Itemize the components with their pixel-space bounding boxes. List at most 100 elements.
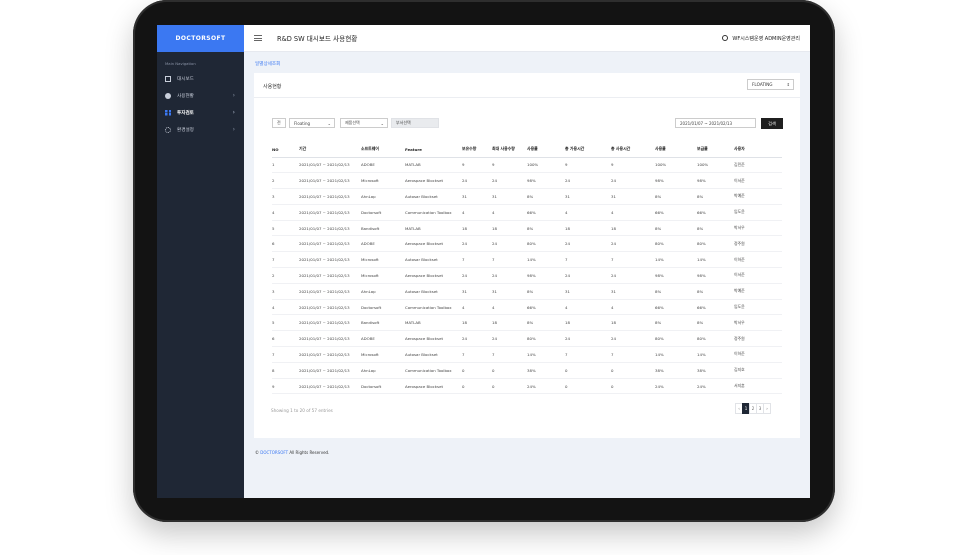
menu-icon[interactable] (254, 35, 262, 41)
column-header[interactable]: 보유수량 (462, 142, 492, 158)
table-row[interactable]: 6 2021/01/07 ~ 2021/02/13 ADOBE Aerospace B… (272, 235, 782, 253)
table-cell: 7 (462, 251, 492, 269)
mode-select[interactable]: FLOATING ⇕ (747, 79, 794, 90)
next-page-button[interactable]: › (763, 403, 771, 414)
table-cell: 이하준 (734, 251, 782, 269)
table-row[interactable]: 2 2021/01/07 ~ 2021/02/13 Microsoft Aerospa… (272, 267, 782, 284)
column-header[interactable]: Feature (405, 142, 462, 158)
table-cell: 31 (492, 188, 527, 205)
sidebar-item-settings[interactable]: 환경설정 › (157, 121, 244, 138)
column-header[interactable]: 사용자 (734, 142, 782, 158)
table-cell: AhnLap (361, 283, 405, 300)
table-cell: 66% (527, 299, 565, 316)
filter-scope-value: 전 (277, 120, 281, 125)
table-row[interactable]: 2 2021/01/07 ~ 2021/02/13 Microsoft Aerospa… (272, 172, 782, 190)
table-cell: 24 (611, 330, 655, 348)
table-cell: MATLAB (405, 314, 462, 332)
table-cell: 2 (272, 267, 299, 284)
product-select-value: 제품선택 (345, 120, 360, 125)
table-cell: 임도윤 (734, 299, 782, 316)
column-header[interactable]: NO (272, 142, 299, 158)
column-header[interactable]: 소프트웨어 (361, 142, 405, 158)
table-row[interactable]: 5 2021/01/07 ~ 2021/02/13 Bandisoft MATLAB 1… (272, 314, 782, 332)
table-cell: 7 (462, 346, 492, 363)
table-cell: 4 (462, 204, 492, 221)
table-cell: 박서우 (734, 220, 782, 237)
table-cell: Aerospace Blockset (405, 172, 462, 190)
brand-logo[interactable]: DOCTORSOFT (157, 25, 244, 52)
table-cell: 6 (272, 330, 299, 348)
table-cell: 98% (655, 267, 697, 284)
table-cell: Microsoft (361, 251, 405, 269)
filter-scope[interactable]: 전 (272, 118, 286, 128)
table-cell: 66% (655, 204, 697, 221)
table-cell: ADOBE (361, 157, 405, 174)
table-cell: Aerospace Blockset (405, 330, 462, 348)
table-row[interactable]: 7 2021/01/07 ~ 2021/02/13 Microsoft Autosar… (272, 346, 782, 363)
table-cell: 서지훈 (734, 378, 782, 395)
table-row[interactable]: 4 2021/01/07 ~ 2021/02/13 Doctorsoft Commun… (272, 299, 782, 316)
table-cell: 김민준 (734, 157, 782, 174)
table-cell: 4 (492, 204, 527, 221)
table-cell: Microsoft (361, 172, 405, 190)
table-cell: 18 (492, 220, 527, 237)
table-row[interactable]: 1 2021/01/07 ~ 2021/02/13 ADOBE MATLAB 9 9 100… (272, 157, 782, 174)
department-select[interactable]: 부서선택 (391, 118, 439, 128)
table-cell: 0 (565, 378, 611, 395)
table-cell: MATLAB (405, 220, 462, 237)
table-cell: 4 (611, 204, 655, 221)
date-range-value: 2021/01/07 ~ 2021/02/13 (680, 120, 733, 126)
table-cell: 66% (527, 204, 565, 221)
column-header[interactable]: 기간 (299, 142, 361, 158)
table-cell: 24% (655, 378, 697, 395)
table-cell: 4 (272, 204, 299, 221)
table-cell: 24 (492, 172, 527, 190)
user-menu[interactable]: WF시스템운영 ADMIN운영관리 (722, 35, 800, 42)
product-select[interactable]: 제품선택 ⌄ (340, 118, 388, 128)
date-range-input[interactable]: 2021/01/07 ~ 2021/02/13 (675, 118, 756, 128)
table-row[interactable]: 8 2021/01/07 ~ 2021/02/13 AhnLap Communicat… (272, 362, 782, 379)
table-row[interactable]: 7 2021/01/07 ~ 2021/02/13 Microsoft Autosar… (272, 251, 782, 269)
table-cell: 정주원 (734, 330, 782, 348)
table-cell: 24 (611, 172, 655, 190)
search-button[interactable]: 검색 (761, 118, 783, 129)
breadcrumb[interactable]: 일별상세조회 (255, 62, 281, 67)
sidebar-item-usage[interactable]: 사용현황 › (157, 87, 244, 104)
table-cell: 7 (272, 251, 299, 269)
table-cell: 38% (697, 362, 734, 379)
table-cell: 7 (272, 346, 299, 363)
table-cell: 8 (272, 362, 299, 379)
table-cell: 98% (697, 267, 734, 284)
table-cell: 24 (462, 235, 492, 253)
column-header[interactable]: 총 사용시간 (611, 142, 655, 158)
table-row[interactable]: 4 2021/01/07 ~ 2021/02/13 Doctorsoft Commun… (272, 204, 782, 221)
usage-card: 사용현황 FLOATING ⇕ 전 Floating ⌄ 제품선택 ⌄ 부서선택… (254, 73, 800, 438)
table-row[interactable]: 6 2021/01/07 ~ 2021/02/13 ADOBE Aerospace B… (272, 330, 782, 348)
table-row[interactable]: 9 2021/01/07 ~ 2021/02/13 Doctorsoft Aerosp… (272, 378, 782, 395)
column-header[interactable]: 사용률 (655, 142, 697, 158)
table-cell: Autosar Blockset (405, 188, 462, 205)
table-cell: 18 (565, 220, 611, 237)
table-cell: 9 (565, 157, 611, 174)
table-cell: 9 (272, 378, 299, 395)
license-type-select[interactable]: Floating ⌄ (289, 118, 335, 128)
card-divider (254, 97, 800, 98)
column-header[interactable]: 총 가용시간 (565, 142, 611, 158)
footer-brand[interactable]: DOCTORSOFT (260, 450, 289, 455)
table-cell: 박예준 (734, 188, 782, 205)
table-cell: 66% (697, 204, 734, 221)
table-cell: 2021/01/07 ~ 2021/02/13 (299, 172, 361, 190)
column-header[interactable]: 사용률 (527, 142, 565, 158)
table-row[interactable]: 3 2021/01/07 ~ 2021/02/13 AhnLap Autosar Bl… (272, 283, 782, 300)
column-header[interactable]: 최대 사용수량 (492, 142, 527, 158)
table-row[interactable]: 3 2021/01/07 ~ 2021/02/13 AhnLap Autosar Bl… (272, 188, 782, 205)
table-cell: Microsoft (361, 346, 405, 363)
column-header[interactable]: 보급률 (697, 142, 734, 158)
table-cell: 31 (611, 283, 655, 300)
sidebar-item-dashboard[interactable]: 대시보드 (157, 70, 244, 87)
sidebar-item-investment[interactable]: 투자검토 › (157, 104, 244, 121)
table-row[interactable]: 5 2021/01/07 ~ 2021/02/13 Bandisoft MATLAB 1… (272, 220, 782, 237)
table-cell: 31 (565, 188, 611, 205)
table-body: 1 2021/01/07 ~ 2021/02/13 ADOBE MATLAB 9 9 100… (272, 157, 782, 395)
sidebar-item-label: 환경설정 (177, 127, 194, 133)
